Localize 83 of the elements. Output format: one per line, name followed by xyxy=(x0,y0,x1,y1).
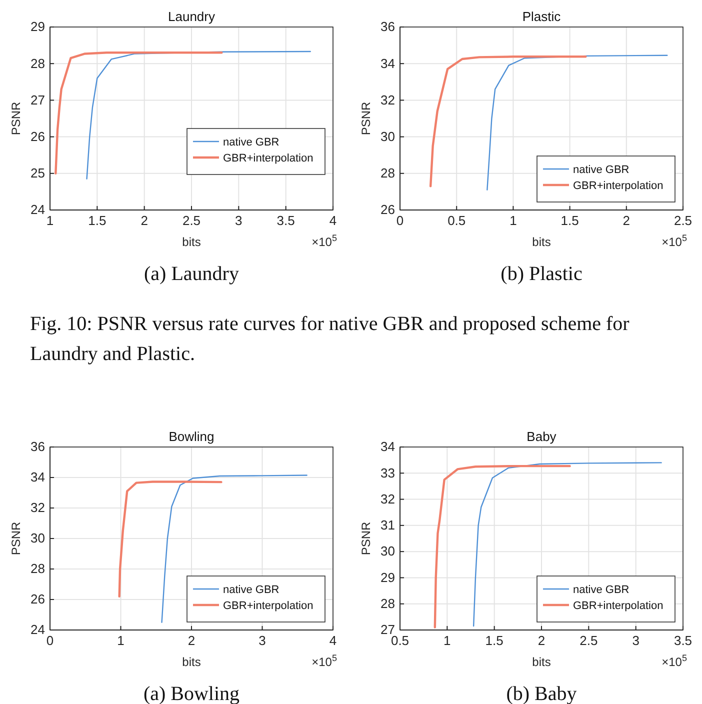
y-tick-label: 28 xyxy=(30,56,45,71)
legend-label: GBR+interpolation xyxy=(573,600,664,612)
x-tick-label: 0 xyxy=(46,633,54,648)
line-series xyxy=(434,464,571,628)
x-tick-label: 0 xyxy=(396,213,404,228)
line-series xyxy=(118,480,222,598)
text: (a) Laundry xyxy=(144,263,239,285)
x-tick-label: 2 xyxy=(188,633,196,648)
legend-label: GBR+interpolation xyxy=(573,180,664,192)
y-tick-label: 29 xyxy=(30,19,45,34)
y-tick-label: 32 xyxy=(30,500,45,516)
y-axis-title: PSNR xyxy=(9,522,23,556)
y-tick-label: 30 xyxy=(30,530,45,546)
text: (b) Baby xyxy=(506,683,577,704)
y-axis-title: PSNR xyxy=(359,102,373,136)
x-tick-label: 2 xyxy=(538,633,546,648)
y-tick-label: 26 xyxy=(30,128,45,144)
text: ×10$^{5}$ xyxy=(312,233,337,249)
x-tick-label: 4 xyxy=(329,633,337,648)
x-tick-label: 2 xyxy=(140,213,148,228)
chart-title: Laundry xyxy=(168,9,216,24)
y-tick-label: 26 xyxy=(30,592,45,607)
x-tick-label: 3.5 xyxy=(674,633,692,648)
y-tick-label: 27 xyxy=(30,92,45,108)
y-tick-label: 24 xyxy=(30,622,45,638)
y-tick-label: 25 xyxy=(30,166,45,181)
y-tick-label: 24 xyxy=(30,202,45,218)
y-tick-label: 30 xyxy=(380,128,395,144)
line-series xyxy=(54,52,223,174)
x-tick-label: 3 xyxy=(235,213,242,228)
chart-title: Plastic xyxy=(522,9,562,24)
x-tick-label: 0.5 xyxy=(448,213,466,228)
y-tick-label: 36 xyxy=(30,439,45,454)
legend-label: native GBR xyxy=(573,584,630,596)
legend-label: native GBR xyxy=(223,136,280,148)
x-axis-title: bits xyxy=(182,655,201,669)
x-tick-label: 1 xyxy=(46,213,54,228)
legend-label: GBR+interpolation xyxy=(223,152,314,164)
y-axis-title: PSNR xyxy=(359,522,373,556)
y-tick-label: 34 xyxy=(380,439,395,454)
x-tick-label: 2.5 xyxy=(182,213,201,228)
y-tick-label: 26 xyxy=(380,202,395,218)
text: (a) Bowling xyxy=(143,683,240,704)
y-tick-label: 32 xyxy=(380,92,395,108)
x-tick-label: 3.5 xyxy=(276,213,295,228)
x-tick-label: 4 xyxy=(329,213,337,228)
x-axis-title: bits xyxy=(532,655,551,669)
y-tick-label: 28 xyxy=(30,561,45,576)
y-tick-label: 29 xyxy=(380,570,395,585)
y-tick-label: 34 xyxy=(30,470,45,485)
y-tick-label: 28 xyxy=(380,166,395,181)
x-axis-title: bits xyxy=(532,235,551,249)
legend-label: native GBR xyxy=(223,584,280,596)
x-tick-label: 1.5 xyxy=(560,213,579,228)
x-axis-title: bits xyxy=(182,235,201,249)
legend-label: native GBR xyxy=(573,164,630,176)
y-tick-label: 31 xyxy=(380,518,395,533)
chart-title: Bowling xyxy=(168,429,214,444)
text: ×10$^{5}$ xyxy=(662,233,687,249)
x-tick-label: 1 xyxy=(117,633,124,648)
x-tick-label: 1 xyxy=(510,213,517,228)
x-tick-label: 1.5 xyxy=(88,213,106,228)
y-tick-label: 32 xyxy=(380,491,395,506)
x-tick-label: 2 xyxy=(622,213,630,228)
y-tick-label: 28 xyxy=(380,596,395,612)
text: ×10$^{5}$ xyxy=(662,653,687,669)
caption: Fig. 10: PSNR versus rate curves for native GBR and proposed scheme for Laundry and Plastic. xyxy=(30,313,630,365)
y-tick-label: 34 xyxy=(380,56,395,71)
x-tick-label: 2.5 xyxy=(580,633,598,648)
y-tick-label: 30 xyxy=(380,544,395,559)
x-tick-label: 2.5 xyxy=(674,213,692,228)
x-tick-label: 3 xyxy=(258,633,266,648)
y-axis-title: PSNR xyxy=(9,102,23,136)
text: (b) Plastic xyxy=(500,263,582,285)
y-tick-label: 36 xyxy=(380,19,395,34)
legend-label: GBR+interpolation xyxy=(223,600,314,612)
chart-title: Baby xyxy=(526,429,557,444)
x-tick-label: 1.5 xyxy=(485,633,504,648)
x-tick-label: 1 xyxy=(444,633,451,648)
line-series xyxy=(472,462,662,627)
x-tick-label: 3 xyxy=(632,633,640,648)
y-tick-label: 33 xyxy=(380,465,395,480)
text: ×10$^{5}$ xyxy=(312,653,337,669)
